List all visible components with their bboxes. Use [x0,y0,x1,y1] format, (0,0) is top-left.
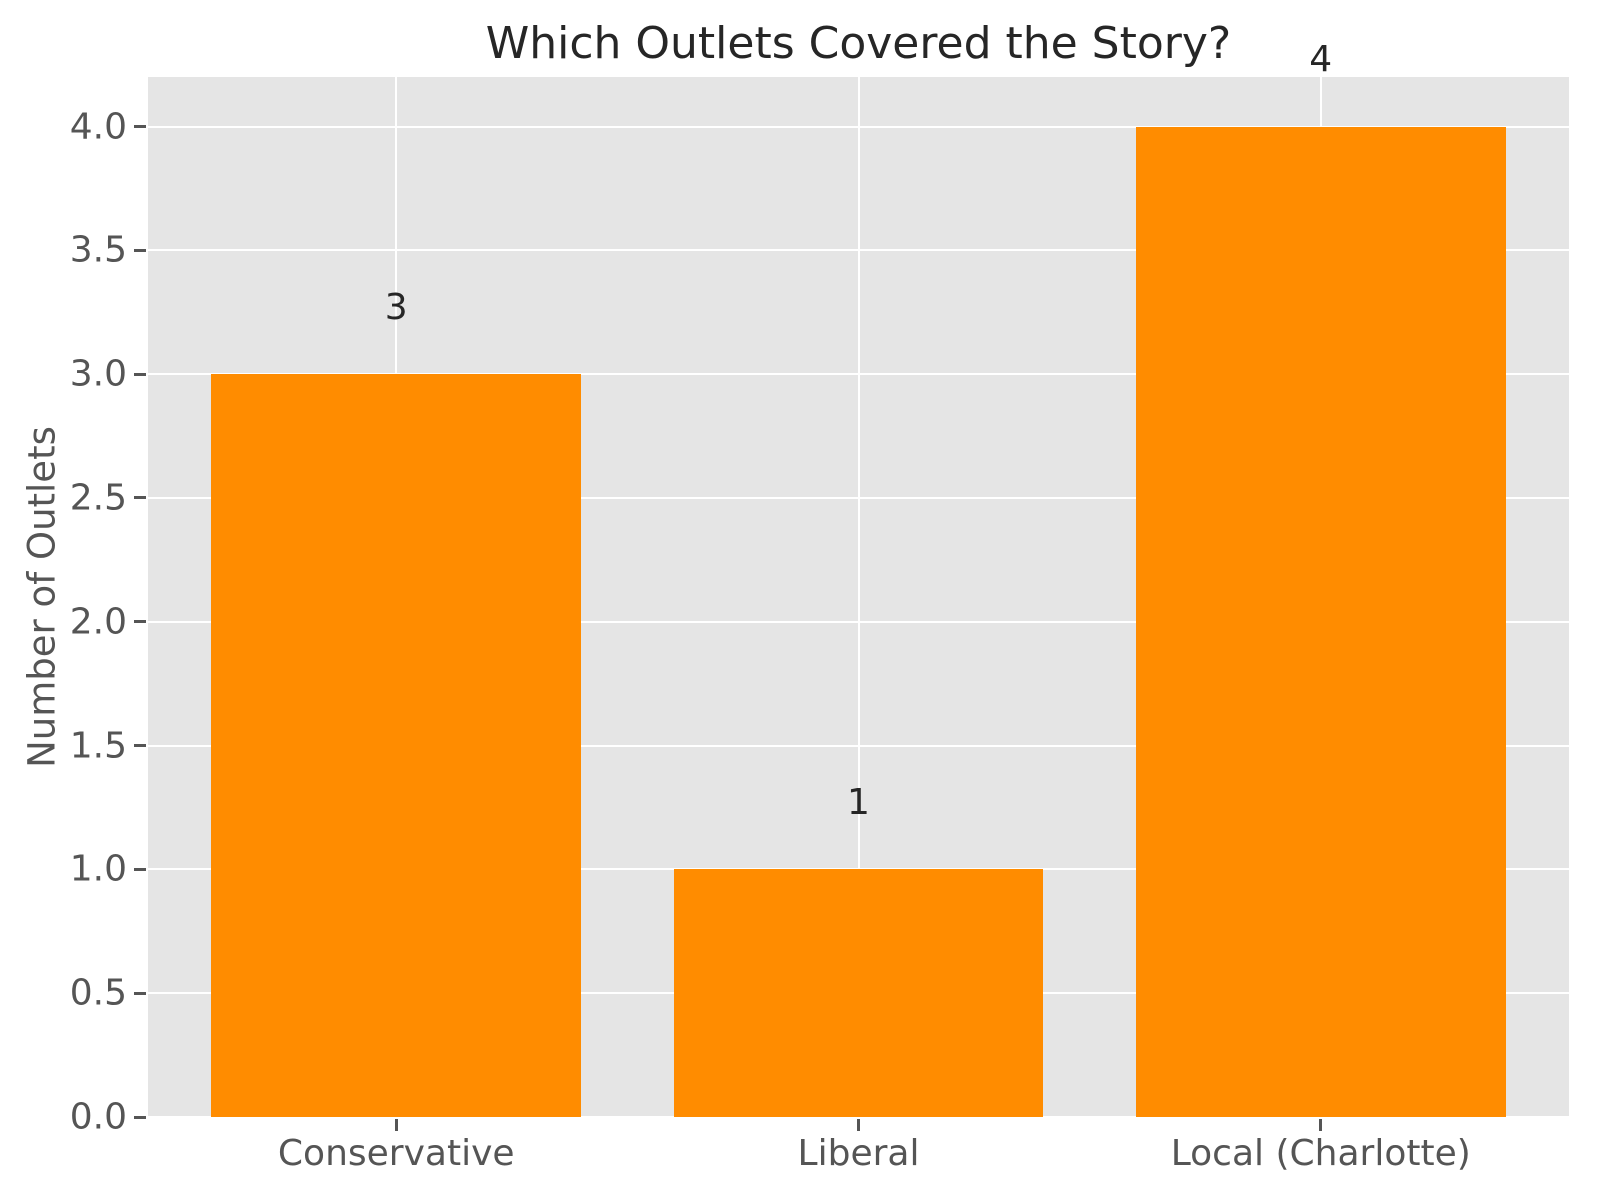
y-tick-mark [134,125,146,129]
x-tick-label: Local (Charlotte) [1170,1133,1471,1174]
y-tick-label: 0.0 [69,1096,127,1138]
y-tick-mark [134,744,146,748]
y-tick-mark [134,496,146,500]
y-tick-label: 3.0 [69,353,127,395]
bar-local-charlotte [1135,126,1506,1117]
x-tick-label: Liberal [797,1133,920,1174]
x-gridline [857,77,860,1117]
y-tick-mark [134,1115,146,1119]
bar-conservative [211,374,582,1117]
y-gridline [148,1116,1569,1118]
y-tick-label: 1.0 [69,848,127,890]
y-tick-mark [134,991,146,995]
y-tick-mark [134,372,146,376]
x-tick-mark [857,1119,860,1131]
y-tick-mark [134,248,146,252]
y-tick-mark [134,620,146,624]
y-tick-mark [134,867,146,871]
chart-title: Which Outlets Covered the Story? [485,18,1232,69]
y-tick-label: 2.5 [69,477,127,519]
y-tick-label: 1.5 [69,725,127,767]
plot-area: 3 1 4 [148,40,1569,1118]
x-tick-label: Conservative [277,1133,515,1174]
bar-liberal [673,869,1044,1117]
y-tick-label: 3.5 [69,229,127,271]
y-tick-label: 4.0 [69,106,127,148]
x-tick-mark [1319,1119,1323,1131]
bar-value-label: 4 [1309,38,1333,80]
bar-value-label: 3 [384,286,408,328]
y-tick-label: 2.0 [69,601,127,643]
y-tick-label: 0.5 [69,972,127,1014]
bar-value-label: 1 [847,781,870,823]
x-tick-mark [394,1119,398,1131]
